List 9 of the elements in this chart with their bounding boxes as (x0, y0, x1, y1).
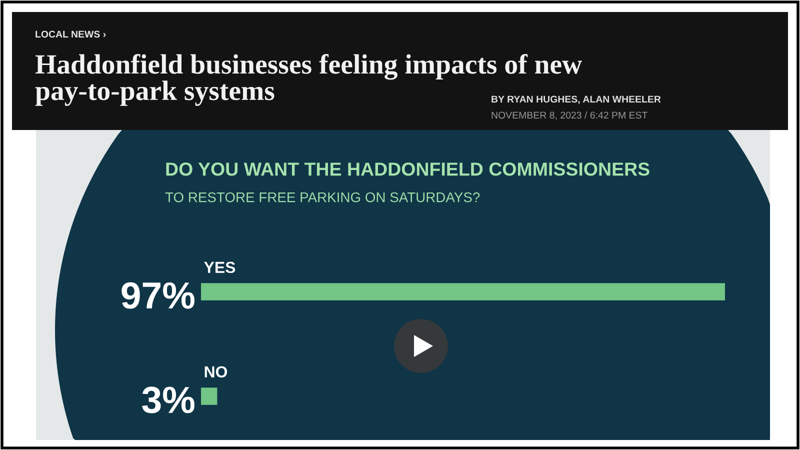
chart-title: DO YOU WANT THE HADDONFIELD COMMISSIONERS (166, 162, 650, 176)
y-tick-label: NO (204, 366, 228, 378)
text: BY RYAN HUGHES, ALAN WHEELER (492, 96, 661, 104)
chart-subtitle: TO RESTORE FREE PARKING ON SATURDAYS? (165, 192, 480, 202)
text: NOVEMBER 8, 2023 / 6:42 PM EST (492, 111, 648, 120)
text: LOCAL NEWS › (36, 30, 106, 38)
y-tick-label: YES (204, 262, 236, 274)
data-label: 3% (142, 386, 194, 414)
data-label: 97% (122, 282, 194, 309)
